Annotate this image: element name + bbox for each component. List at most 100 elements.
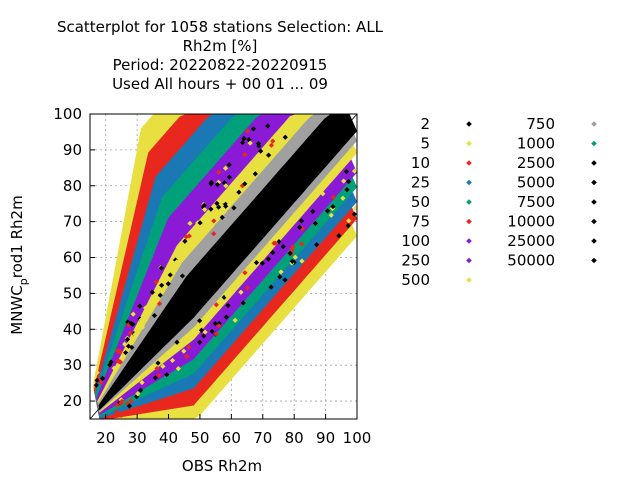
legend-marker [591,179,597,186]
scatter-point [351,211,357,217]
scatter-point [126,403,133,409]
scatter-point [130,321,136,327]
x-axis-ticks: 20 30 40 50 60 70 80 90 100 [96,414,371,447]
scatter-point [169,357,176,364]
title-line-1: Scatterplot for 1058 stations Selection:… [56,18,384,36]
scatter-point [240,140,246,146]
scatter-point [292,254,298,260]
scatter-point [157,292,163,298]
y-tick-label: 100 [53,105,82,123]
scatter-point [263,145,270,151]
scatter-point [186,233,192,239]
y-tick-label: 80 [63,177,82,195]
x-tick-label: 80 [285,429,304,447]
scatter-point [289,258,295,264]
scatter-point [258,148,264,154]
legend-marker [591,218,597,225]
x-tick-label: 40 [159,429,178,447]
scatter-point [343,169,350,175]
scatter-point [310,208,316,215]
legend-marker [591,121,597,127]
legend-marker [466,218,472,225]
scatter-point [138,387,144,393]
x-tick-label: 20 [96,429,115,447]
scatter-point [268,284,274,290]
scatter-point [119,411,125,417]
legend-marker [466,277,472,283]
scatter-point [137,303,143,309]
scatter-point [244,128,251,134]
legend-label: 25000 [507,232,555,250]
plot-frame [89,113,358,420]
scatter-point [240,300,246,306]
scatter-point [297,224,303,230]
scatter-point [267,244,273,251]
legend-marker [466,121,472,127]
y-tick-label: 20 [63,392,82,410]
scatter-point [165,281,171,287]
scatter-point [223,314,229,320]
legend-marker [466,179,472,186]
scatter-point [156,372,162,378]
scatter-point [197,339,203,345]
scatter-point [164,371,170,378]
scatter-point [250,126,257,132]
legend-label: 10 [411,154,430,172]
chart-title: Scatterplot for 1058 stations Selection:… [0,18,440,94]
scatter-point [236,189,242,195]
scatter-point [223,203,229,209]
scatter-point [353,205,357,211]
legend-label: 5 [420,135,430,153]
scatter-point [198,327,205,333]
scatter-point [265,123,271,129]
legend-marker [591,160,597,166]
y-axis-label: MNWCprod1 Rh2m [8,195,30,334]
title-line-3: Period: 20220822-20220915 [112,56,328,74]
scatter-point [346,178,352,185]
scatter-point [154,365,160,372]
scatter-point [341,178,347,184]
scatter-point [114,402,120,408]
scatter-point [276,239,282,245]
title-line-2: Rh2m [%] [182,37,258,55]
scatter-point [135,391,141,397]
scatter-point [132,331,138,338]
y-tick-label: 50 [63,284,82,302]
scatter-point [153,296,159,302]
legend-marker [591,199,597,205]
scatter-point [216,323,222,329]
scatter-point [226,174,232,180]
scatter-point [259,260,265,266]
scatter-point [225,302,231,309]
scatter-point [345,223,351,229]
scatter-point [127,330,133,336]
scatter-point [298,218,305,224]
legend-marker [591,238,597,244]
scatter-point [108,359,114,365]
x-axis-label: OBS Rh2m [182,457,262,475]
scatter-point [282,134,288,140]
scatter-point [270,138,276,144]
scatter-point [174,259,180,265]
legend-label: 25 [411,174,430,192]
scatter-point [277,274,283,280]
scatter-point [226,162,232,168]
scatter-point [247,140,253,146]
scatter-point [128,398,134,404]
scatter-point [330,203,336,210]
legend-label: 50000 [507,252,555,270]
scatter-point [118,400,124,406]
legend-label: 750 [526,115,555,133]
legend-marker [466,199,472,205]
scatter-point [329,232,336,238]
scatter-point [152,375,158,381]
legend-label: 500 [401,271,430,289]
y-tick-label: 60 [63,249,82,267]
y-axis-label-sub: p [17,278,30,285]
scatter-point [241,135,247,142]
x-tick-label: 70 [253,429,272,447]
scatter-point [223,183,229,189]
x-tick-label: 90 [316,429,335,447]
legend-label: 100 [401,232,430,250]
